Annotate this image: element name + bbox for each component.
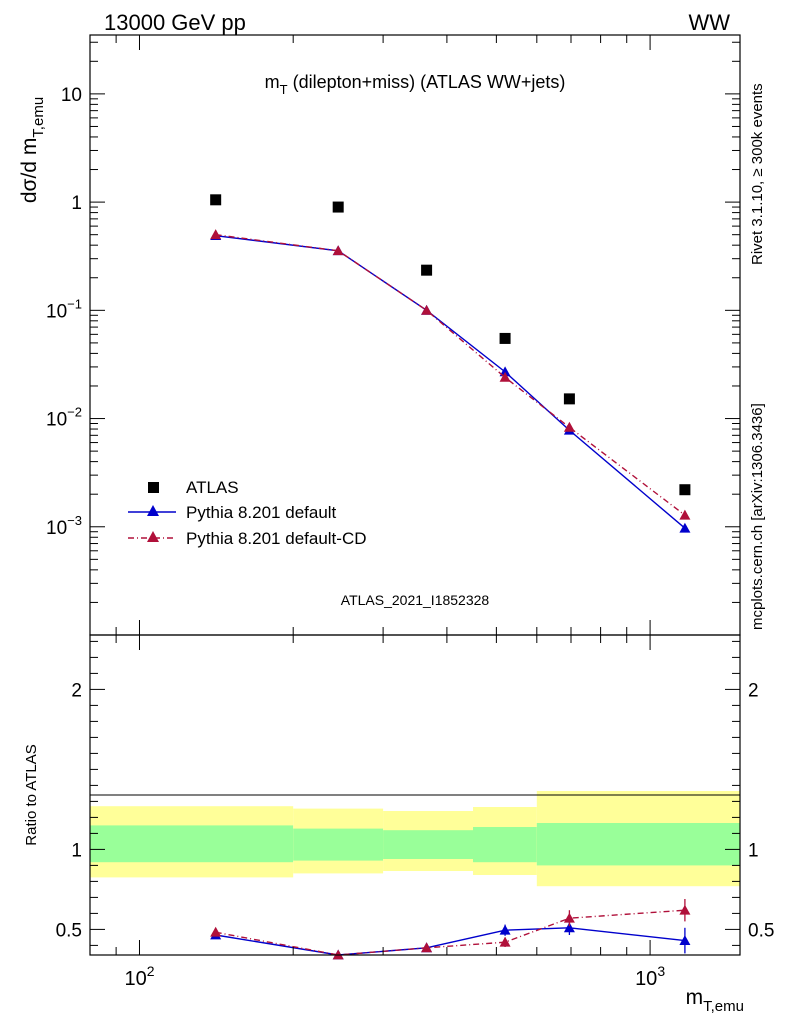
ratio-point-pythia-default-cd	[421, 942, 433, 953]
mcplots-reference-label: mcplots.cern.ch [arXiv:1306.3436]	[749, 403, 766, 630]
ratio-point-pythia-default	[563, 922, 575, 933]
series-line-pythia-default	[215, 234, 686, 529]
ratio-band-inner	[473, 827, 537, 863]
ratio-y-tick-label-left: 1	[71, 840, 82, 861]
y-tick-label: 10−2	[46, 405, 82, 431]
ratio-plot-frame	[89, 634, 741, 956]
y-tick-label: 10−3	[46, 513, 82, 539]
data-point-atlas	[332, 201, 344, 213]
data-point-pythia-default-cd	[679, 509, 691, 520]
ratio-line-pythia-default	[215, 927, 685, 956]
data-point-pythia-default-cd	[332, 245, 344, 256]
ratio-band-inner	[383, 830, 474, 859]
data-point-pythia-default-cd	[210, 229, 222, 240]
legend-label-pythia-default: Pythia 8.201 default	[186, 503, 337, 522]
main-plot-axes: 10 1 10−1 10−2 10−3	[46, 35, 740, 636]
data-point-atlas	[421, 264, 433, 276]
data-point-atlas	[679, 484, 691, 496]
ratio-point-pythia-default-cd	[563, 912, 575, 923]
header-process-label: WW	[688, 10, 730, 35]
ratio-point-pythia-default-cd	[499, 936, 511, 947]
main-plot-panel: 10 1 10−1 10−2 10−3 mT (dilepton+miss) (ATLA…	[18, 34, 741, 636]
ratio-band-inner	[90, 825, 294, 863]
ratio-plot-marks	[210, 899, 691, 960]
ratio-line-pythia-default-cd	[215, 909, 685, 956]
legend: ATLAS Pythia 8.201 default Pythia 8.201 …	[128, 478, 367, 548]
ratio-plot-axes: 0.5 0.5 1 1 2 2 102 103	[56, 635, 774, 990]
x-tick-label: 102	[124, 963, 154, 990]
ratio-plot-panel: 0.5 0.5 1 1 2 2 102 103 Ratio to ATLAS mT,emu	[23, 634, 774, 1015]
y-tick-label: 10	[61, 85, 82, 106]
main-plot-marks	[210, 194, 691, 533]
ratio-y-axis-label: Ratio to ATLAS	[23, 744, 40, 845]
ratio-point-pythia-default-cd	[679, 904, 691, 915]
legend-marker-atlas	[148, 482, 159, 493]
data-point-pythia-default	[499, 366, 511, 377]
legend-label-atlas: ATLAS	[186, 478, 239, 497]
analysis-watermark: ATLAS_2021_I1852328	[341, 592, 490, 608]
y-tick-label: 1	[71, 193, 82, 214]
main-plot-title: mT (dilepton+miss) (ATLAS WW+jets)	[265, 72, 566, 97]
legend-label-pythia-default-cd: Pythia 8.201 default-CD	[186, 529, 367, 548]
rivet-version-label: Rivet 3.1.10, ≥ 300k events	[749, 83, 766, 265]
data-point-pythia-default-cd	[499, 371, 511, 382]
ratio-y-tick-label-right: 1	[748, 840, 759, 861]
data-point-atlas	[563, 393, 575, 405]
header-energy-label: 13000 GeV pp	[104, 10, 246, 35]
ratio-band-inner	[536, 823, 740, 866]
data-point-pythia-default	[679, 522, 691, 533]
ratio-point-pythia-default-cd	[210, 926, 222, 937]
ratio-y-tick-label-left: 2	[71, 680, 82, 701]
data-point-atlas	[210, 194, 222, 206]
series-line-pythia-default-cd	[215, 233, 686, 516]
ratio-y-tick-label-right: 2	[748, 680, 759, 701]
x-axis-label: mT,emu	[686, 986, 744, 1015]
ratio-point-pythia-default	[679, 935, 691, 945]
data-point-pythia-default-cd	[563, 421, 575, 432]
ratio-band-inner	[293, 828, 384, 861]
ratio-y-tick-label-left: 0.5	[56, 920, 82, 941]
ratio-uncertainty-bands	[90, 791, 740, 887]
main-y-axis-label: dσ/d mT,emu	[18, 97, 47, 203]
ratio-point-pythia-default	[499, 924, 511, 935]
y-tick-label: 10−1	[46, 296, 82, 322]
legend-marker-pythia-default	[147, 505, 159, 516]
x-tick-label: 103	[635, 963, 665, 990]
data-point-pythia-default-cd	[421, 304, 433, 315]
ratio-y-tick-label-right: 0.5	[748, 920, 774, 941]
data-point-atlas	[499, 332, 511, 344]
legend-marker-pythia-default-cd	[147, 531, 159, 542]
